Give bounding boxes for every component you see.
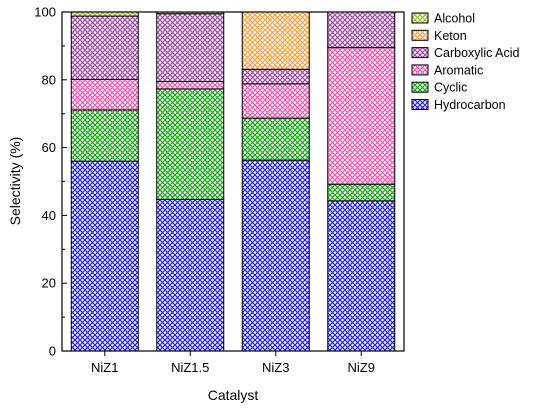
legend-label-alcohol: Alcohol xyxy=(434,12,475,26)
bar-niz3-cyclic xyxy=(241,117,310,161)
bar-niz1-5-carboxylic-acid xyxy=(156,13,225,82)
bar-niz9-carboxylic-acid xyxy=(327,11,396,49)
y-axis: 0 20 40 60 80 100 xyxy=(34,5,67,359)
bar-niz1-hydrocarbon xyxy=(70,160,139,352)
bars-layer xyxy=(70,11,396,352)
bar-niz3-keton xyxy=(241,11,310,70)
bar-niz3-carboxylic-acid xyxy=(241,68,310,85)
x-axis-label: Catalyst xyxy=(208,387,259,403)
legend-swatch-alcohol xyxy=(411,12,429,24)
legend-swatch-cyclic xyxy=(411,81,429,93)
y-tick-label: 100 xyxy=(34,5,56,20)
y-tick-label: 80 xyxy=(42,72,56,87)
x-axis: NiZ1 NiZ1.5 NiZ3 NiZ9 xyxy=(91,351,375,375)
bar-niz1-aromatic xyxy=(70,78,139,111)
bar-niz3-aromatic xyxy=(241,83,310,119)
bar-niz3-hydrocarbon xyxy=(241,159,310,352)
legend-label-keton: Keton xyxy=(434,29,467,43)
y-axis-label: Selectivity (%) xyxy=(7,137,23,226)
legend-label-aromatic: Aromatic xyxy=(434,63,483,77)
legend-swatch-carboxylic-acid xyxy=(411,47,429,59)
bar-niz1-5-aromatic xyxy=(156,80,225,90)
bar-niz9-hydrocarbon xyxy=(327,200,396,352)
y-tick-label: 40 xyxy=(42,208,56,223)
bar-niz1-carboxylic-acid xyxy=(70,15,139,80)
bar-niz1-alcohol xyxy=(70,11,139,17)
legend: Alcohol Keton Carboxylic Acid Aromatic Cycli… xyxy=(411,12,519,112)
legend-label-carboxylic-acid: Carboxylic Acid xyxy=(434,46,519,60)
y-tick-label: 20 xyxy=(42,276,56,291)
x-tick-label-niz1-5: NiZ1.5 xyxy=(171,360,209,375)
y-tick-label: 0 xyxy=(49,344,56,359)
legend-swatch-keton xyxy=(411,29,429,41)
x-tick-label-niz3: NiZ3 xyxy=(262,360,289,375)
bar-niz1-cyclic xyxy=(70,109,139,162)
y-tick-label: 60 xyxy=(42,140,56,155)
x-tick-label-niz1: NiZ1 xyxy=(91,360,118,375)
legend-label-cyclic: Cyclic xyxy=(434,81,467,95)
legend-swatch-hydrocarbon xyxy=(411,99,429,110)
bar-niz1-5-hydrocarbon xyxy=(156,198,225,352)
bar-niz9-cyclic xyxy=(327,183,396,202)
bar-niz9-aromatic xyxy=(327,47,396,185)
legend-label-hydrocarbon: Hydrocarbon xyxy=(434,98,506,112)
legend-swatch-aromatic xyxy=(411,64,429,76)
bar-niz1-5-cyclic xyxy=(156,88,225,200)
x-tick-label-niz9: NiZ9 xyxy=(348,360,375,375)
